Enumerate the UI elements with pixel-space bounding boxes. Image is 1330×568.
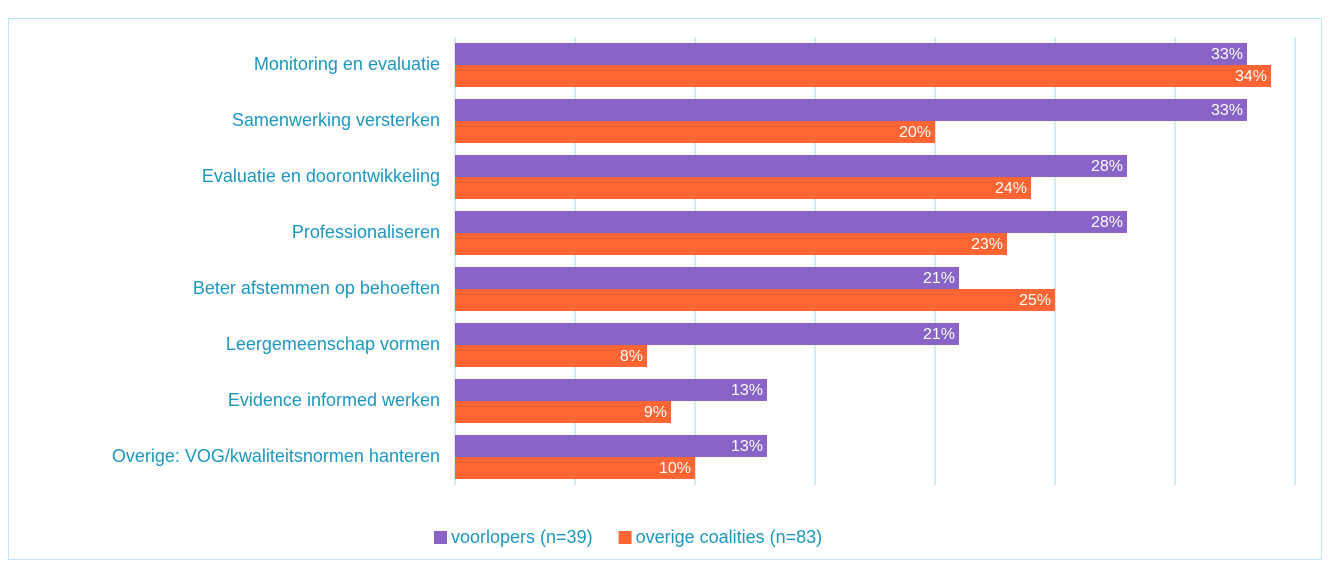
value-label: 25% [1019, 292, 1051, 309]
category-label: Samenwerking versterken [232, 110, 440, 130]
category-label: Leergemeenschap vormen [226, 334, 440, 354]
category-label: Beter afstemmen op behoeften [193, 278, 440, 298]
value-label: 34% [1235, 68, 1267, 85]
bar [455, 401, 671, 423]
value-label: 28% [1091, 158, 1123, 175]
value-label: 13% [731, 382, 763, 399]
value-label: 10% [659, 460, 691, 477]
bar [455, 289, 1055, 311]
category-label: Monitoring en evaluatie [254, 54, 440, 74]
bar [455, 211, 1127, 233]
value-label: 9% [644, 404, 667, 421]
bar [455, 267, 959, 289]
bar [455, 345, 647, 367]
value-label: 20% [899, 124, 931, 141]
category-label: Evidence informed werken [228, 390, 440, 410]
bar [455, 233, 1007, 255]
category-label: Overige: VOG/kwaliteitsnormen hanteren [112, 446, 440, 466]
bar [455, 121, 935, 143]
bar [455, 457, 695, 479]
bar [455, 177, 1031, 199]
value-label: 28% [1091, 214, 1123, 231]
value-label: 33% [1211, 102, 1243, 119]
value-label: 21% [923, 270, 955, 287]
category-label: Evaluatie en doorontwikkeling [202, 166, 440, 186]
legend-swatch [434, 531, 447, 544]
value-label: 33% [1211, 46, 1243, 63]
bar [455, 43, 1247, 65]
bar [455, 155, 1127, 177]
value-label: 23% [971, 236, 1003, 253]
bar [455, 65, 1271, 87]
value-label: 24% [995, 180, 1027, 197]
legend-label: voorlopers (n=39) [451, 527, 593, 547]
value-label: 8% [620, 348, 643, 365]
bar [455, 379, 767, 401]
category-label: Professionaliseren [292, 222, 440, 242]
bar [455, 435, 767, 457]
legend-swatch [618, 531, 632, 544]
bar [455, 99, 1247, 121]
value-label: 21% [923, 326, 955, 343]
value-label: 13% [731, 438, 763, 455]
bar [455, 323, 959, 345]
legend-label: overige coalities (n=83) [636, 527, 823, 547]
